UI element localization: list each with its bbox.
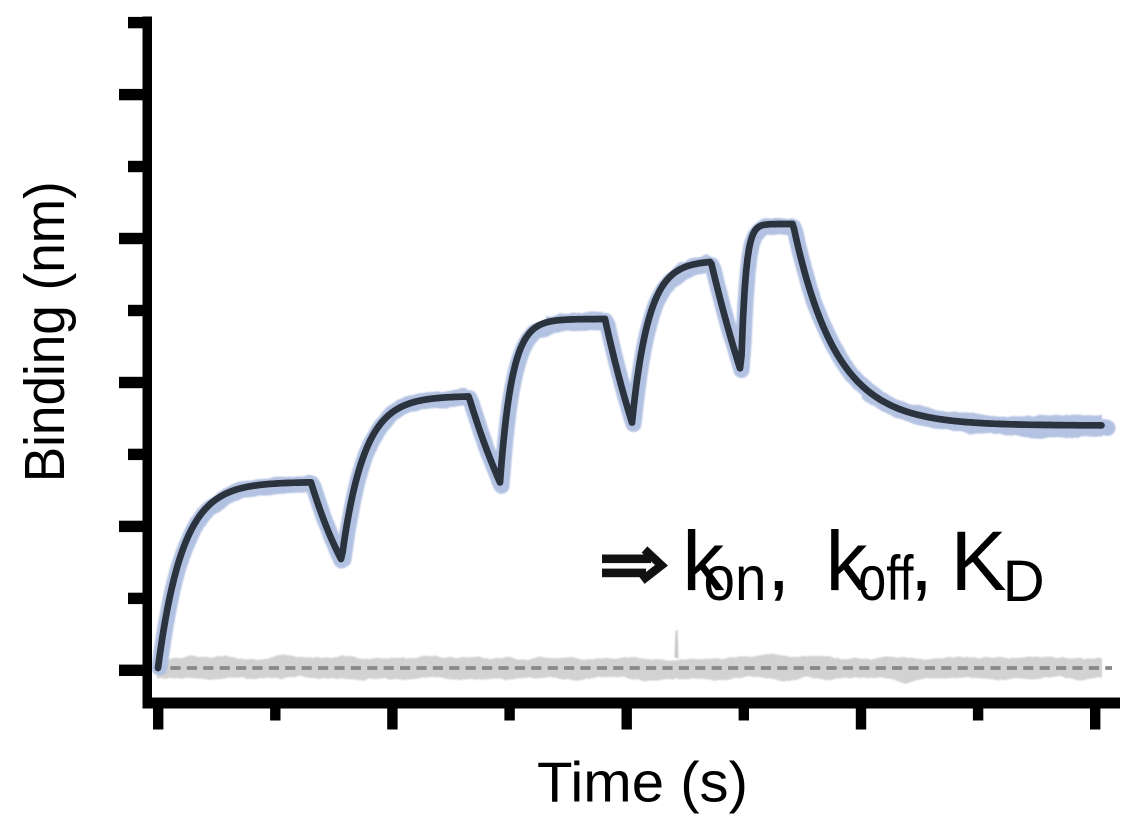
- svg-text:K: K: [951, 514, 1007, 608]
- svg-text:D: D: [1003, 549, 1045, 614]
- svg-text:off: off: [858, 544, 914, 614]
- svg-text:,: ,: [767, 514, 790, 608]
- svg-text:Binding (nm): Binding (nm): [13, 181, 77, 482]
- svg-text:k: k: [826, 514, 869, 608]
- svg-text:Time (s): Time (s): [537, 751, 748, 815]
- svg-text:,: ,: [910, 514, 933, 608]
- svg-text:on: on: [704, 544, 767, 614]
- svg-text:k: k: [682, 514, 725, 608]
